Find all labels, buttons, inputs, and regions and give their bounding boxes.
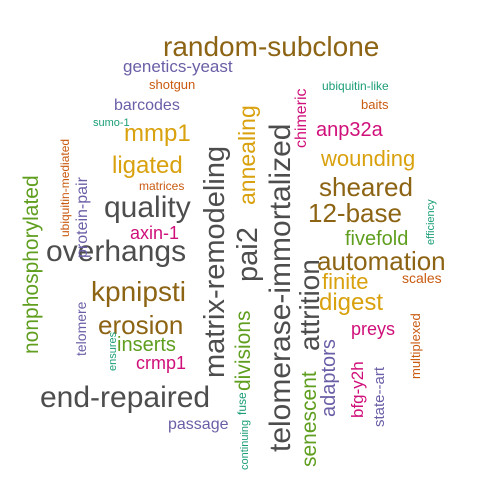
word-mmp1: mmp1	[124, 120, 191, 147]
word-continuing: continuing	[239, 419, 251, 470]
word-crmp1: crmp1	[136, 353, 187, 373]
word-sumo-1: sumo-1	[93, 117, 130, 129]
word-erosion: erosion	[98, 310, 184, 340]
word-automation: automation	[317, 246, 446, 276]
word-telomerase-immortalized: telomerase-immortalized	[264, 123, 297, 452]
word-kpnipsti: kpnipsti	[91, 276, 186, 307]
word-sheared: sheared	[319, 172, 413, 202]
word-protein-pair: protein-pair	[74, 177, 91, 258]
word-passage: passage	[168, 416, 229, 433]
word-state--art: state--art	[371, 366, 388, 427]
word-ubiquitin-like: ubiquitin-like	[322, 79, 389, 93]
word-quality: quality	[104, 191, 191, 224]
word-matrices: matrices	[139, 179, 185, 193]
word-chimeric: chimeric	[293, 88, 310, 148]
word-nonphosphorylated: nonphosphorylated	[20, 175, 43, 354]
word-divisions: divisions	[232, 310, 255, 391]
word-telomere: telomere	[73, 301, 89, 356]
word-bfg-y2h: bfg-y2h	[348, 361, 367, 418]
word-preys: preys	[351, 319, 396, 339]
word-axin-1: axin-1	[130, 223, 180, 243]
word-multiplexed: multiplexed	[408, 313, 423, 379]
word-random-subclone: random-subclone	[163, 31, 380, 62]
word-annealing: annealing	[234, 105, 260, 205]
word-inserts: inserts	[117, 334, 176, 356]
word-baits: baits	[361, 97, 389, 112]
word-end-repaired: end-repaired	[40, 381, 211, 414]
word-12-base: 12-base	[308, 198, 402, 228]
word-ubiquitin-mediated: ubiquitin-mediated	[58, 138, 72, 237]
word-senescent: senescent	[298, 371, 321, 467]
word-adaptors: adaptors	[318, 339, 340, 417]
word-finite: finite	[322, 269, 369, 294]
word-genetics-yeast: genetics-yeast	[123, 57, 233, 76]
word-scales: scales	[402, 270, 442, 286]
word-pai2: pai2	[232, 227, 264, 282]
word-barcodes: barcodes	[114, 97, 180, 114]
word-overhangs: overhangs	[46, 235, 187, 268]
word-digest: digest	[319, 289, 384, 316]
word-wounding: wounding	[321, 146, 416, 171]
word-matrix-remodeling: matrix-remodeling	[199, 145, 231, 378]
word-ensures: ensures	[107, 331, 119, 371]
word-anp32a: anp32a	[316, 119, 383, 141]
word-attrition: attrition	[294, 259, 325, 351]
word-shotgun: shotgun	[149, 77, 196, 92]
word-efficiency: efficiency	[425, 199, 437, 245]
word-fuse: fuse	[235, 392, 249, 415]
word-ligated: ligated	[112, 152, 183, 179]
word-fivefold: fivefold	[345, 228, 409, 250]
